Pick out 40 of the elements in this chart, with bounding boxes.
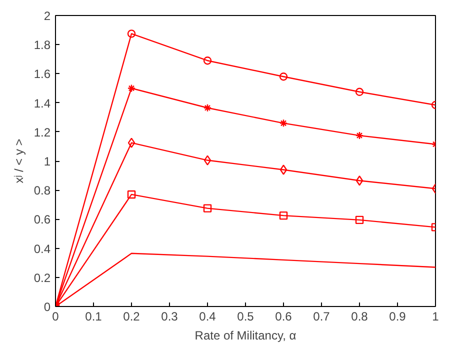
point	[355, 88, 364, 96]
point	[127, 30, 136, 38]
point	[127, 190, 136, 199]
point	[355, 216, 364, 224]
y-tick-label: 1.8	[34, 38, 51, 52]
y-tick-label: 0.2	[34, 270, 51, 285]
point	[203, 104, 212, 112]
point	[128, 138, 136, 148]
point	[356, 176, 364, 186]
y-tick-label: 2	[44, 9, 51, 23]
x-tick-label: 0.1	[85, 310, 102, 324]
point	[279, 211, 288, 220]
y-tick-label: 0.8	[34, 184, 51, 198]
point	[203, 204, 212, 212]
point	[279, 119, 288, 128]
y-tick-label: 0.6	[34, 212, 51, 227]
point	[203, 56, 212, 65]
point	[355, 131, 364, 140]
x-tick-label: 0.2	[123, 310, 140, 324]
y-tick-label: 1.4	[34, 96, 51, 110]
point	[204, 155, 212, 166]
y-axis-title: xʲ / < y >	[12, 138, 26, 184]
x-tick-label: 0.8	[351, 310, 368, 324]
x-tick-label: 1	[432, 310, 440, 324]
point	[279, 72, 288, 81]
x-tick-label: 0.3	[161, 310, 178, 324]
y-tick-label: 1.6	[34, 67, 51, 82]
x-axis-title: Rate of Militancy, α	[194, 328, 296, 342]
x-tick-label: 0.5	[237, 310, 254, 324]
x-tick-label: 0.6	[275, 310, 292, 324]
x-tick-label: 0.9	[389, 310, 406, 324]
point	[280, 164, 288, 175]
point	[127, 84, 136, 92]
y-tick-label: 0	[44, 300, 51, 314]
x-tick-label: 0.4	[199, 310, 216, 324]
y-tick-label: 1	[44, 154, 51, 168]
y-tick-label: 0.4	[34, 242, 51, 256]
x-tick-label: 0.7	[313, 310, 330, 324]
x-tick-label: 0	[52, 310, 60, 324]
y-tick-label: 1.2	[34, 125, 51, 140]
